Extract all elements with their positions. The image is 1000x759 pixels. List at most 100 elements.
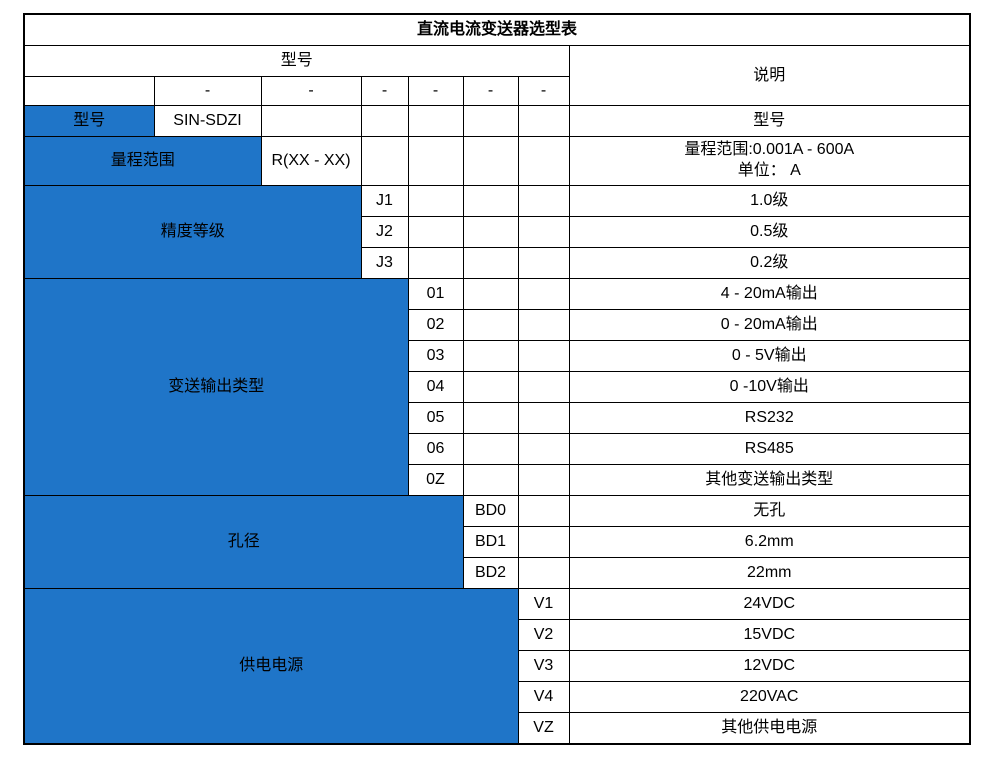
empty-cell bbox=[517, 557, 570, 589]
aperture-row: BD2 22mm bbox=[24, 557, 971, 589]
output-type-code-cell: 05 bbox=[407, 402, 464, 434]
dash-cell: - bbox=[260, 76, 362, 106]
aperture-description-cell: 22mm bbox=[568, 557, 971, 589]
output-type-row: 04 0 -10V输出 bbox=[24, 371, 971, 403]
power-supply-description-cell: 其他供电电源 bbox=[568, 712, 971, 745]
aperture-description-cell: 6.2mm bbox=[568, 526, 971, 558]
empty-cell bbox=[517, 309, 570, 341]
output-type-row: 变送输出类型 01 4 - 20mA输出 bbox=[23, 278, 971, 496]
selection-table: 直流电流变送器选型表 型号 说明 - - - - - - 型号 SIN-SDZI 型… bbox=[23, 13, 972, 745]
power-supply-code-cell: V4 bbox=[517, 681, 570, 713]
accuracy-description-cell: 0.2级 bbox=[568, 247, 971, 279]
power-supply-row: VZ 其他供电电源 bbox=[24, 712, 971, 745]
empty-cell bbox=[462, 309, 519, 341]
header-row: 型号 说明 bbox=[23, 45, 971, 106]
accuracy-row: 精度等级 J1 1.0级 bbox=[23, 185, 971, 279]
output-type-description-cell: 0 - 5V输出 bbox=[568, 340, 971, 372]
output-type-code-cell: 0Z bbox=[407, 464, 464, 496]
empty-cell bbox=[360, 105, 409, 137]
empty-cell bbox=[517, 247, 570, 279]
empty-cell bbox=[517, 216, 570, 248]
output-type-row: 05 RS232 bbox=[24, 402, 971, 434]
empty-cell bbox=[462, 216, 519, 248]
model-code-cell: SIN-SDZI bbox=[153, 105, 262, 137]
aperture-row: 孔径 BD0 无孔 bbox=[23, 495, 971, 589]
model-row: 型号 SIN-SDZI 型号 bbox=[23, 105, 971, 137]
empty-cell bbox=[517, 433, 570, 465]
model-column-header: 型号 bbox=[23, 45, 570, 77]
output-type-code-cell: 04 bbox=[407, 371, 464, 403]
empty-cell bbox=[407, 247, 464, 279]
aperture-code-cell: BD0 bbox=[462, 495, 519, 527]
empty-cell bbox=[407, 216, 464, 248]
section-label-range: 量程范围 bbox=[23, 136, 262, 186]
empty-cell bbox=[517, 464, 570, 496]
empty-cell bbox=[360, 136, 409, 186]
aperture-code-cell: BD1 bbox=[462, 526, 519, 558]
accuracy-code-cell: J1 bbox=[360, 185, 409, 217]
empty-cell bbox=[462, 136, 519, 186]
output-type-code-cell: 02 bbox=[407, 309, 464, 341]
output-type-row: 0Z 其他变送输出类型 bbox=[24, 464, 971, 496]
empty-cell bbox=[517, 136, 570, 186]
empty-cell bbox=[462, 371, 519, 403]
empty-cell bbox=[462, 464, 519, 496]
dash-cell: - bbox=[153, 76, 262, 106]
power-supply-row: 供电电源 V1 24VDC bbox=[23, 588, 971, 745]
accuracy-row: J3 0.2级 bbox=[24, 247, 971, 279]
power-supply-code-cell: V1 bbox=[517, 588, 570, 620]
power-supply-code-cell: VZ bbox=[517, 712, 570, 745]
output-type-code-cell: 03 bbox=[407, 340, 464, 372]
output-type-description-cell: RS232 bbox=[568, 402, 971, 434]
empty-cell bbox=[462, 340, 519, 372]
dash-cell: - bbox=[517, 76, 570, 106]
accuracy-description-cell: 0.5级 bbox=[568, 216, 971, 248]
output-type-description-cell: RS485 bbox=[568, 433, 971, 465]
power-supply-row: V3 12VDC bbox=[24, 650, 971, 682]
accuracy-code-cell: J3 bbox=[360, 247, 409, 279]
empty-cell bbox=[462, 402, 519, 434]
output-type-code-cell: 01 bbox=[407, 278, 464, 310]
empty-cell bbox=[260, 105, 362, 137]
accuracy-code-cell: J2 bbox=[360, 216, 409, 248]
section-label-output-type: 变送输出类型 bbox=[23, 278, 409, 496]
section-label-accuracy: 精度等级 bbox=[23, 185, 362, 279]
output-type-description-cell: 4 - 20mA输出 bbox=[568, 278, 971, 310]
model-description-cell: 型号 bbox=[568, 105, 971, 137]
power-supply-row: V4 220VAC bbox=[24, 681, 971, 713]
empty-cell bbox=[517, 371, 570, 403]
empty-cell bbox=[407, 185, 464, 217]
empty-cell bbox=[462, 278, 519, 310]
power-supply-description-cell: 24VDC bbox=[568, 588, 971, 620]
empty-cell bbox=[517, 105, 570, 137]
aperture-code-cell: BD2 bbox=[462, 557, 519, 589]
empty-cell bbox=[517, 526, 570, 558]
output-type-description-cell: 0 - 20mA输出 bbox=[568, 309, 971, 341]
empty-cell bbox=[462, 185, 519, 217]
range-description-cell: 量程范围:0.001A - 600A 单位： A bbox=[568, 136, 971, 186]
output-type-row: 02 0 - 20mA输出 bbox=[24, 309, 971, 341]
section-label-power-supply: 供电电源 bbox=[23, 588, 519, 745]
section-label-aperture: 孔径 bbox=[23, 495, 464, 589]
empty-cell bbox=[407, 105, 464, 137]
empty-cell bbox=[517, 278, 570, 310]
power-supply-description-cell: 12VDC bbox=[568, 650, 971, 682]
empty-cell bbox=[23, 76, 155, 106]
empty-cell bbox=[462, 433, 519, 465]
dash-cell: - bbox=[462, 76, 519, 106]
power-supply-code-cell: V2 bbox=[517, 619, 570, 651]
output-type-row: 06 RS485 bbox=[24, 433, 971, 465]
empty-cell bbox=[407, 136, 464, 186]
accuracy-row: J2 0.5级 bbox=[24, 216, 971, 248]
empty-cell bbox=[517, 340, 570, 372]
section-label-model: 型号 bbox=[23, 105, 155, 137]
accuracy-description-cell: 1.0级 bbox=[568, 185, 971, 217]
empty-cell bbox=[462, 247, 519, 279]
dash-cell: - bbox=[407, 76, 464, 106]
power-supply-description-cell: 15VDC bbox=[568, 619, 971, 651]
empty-cell bbox=[517, 402, 570, 434]
empty-cell bbox=[517, 185, 570, 217]
table-title: 直流电流变送器选型表 bbox=[23, 13, 971, 46]
aperture-description-cell: 无孔 bbox=[568, 495, 971, 527]
